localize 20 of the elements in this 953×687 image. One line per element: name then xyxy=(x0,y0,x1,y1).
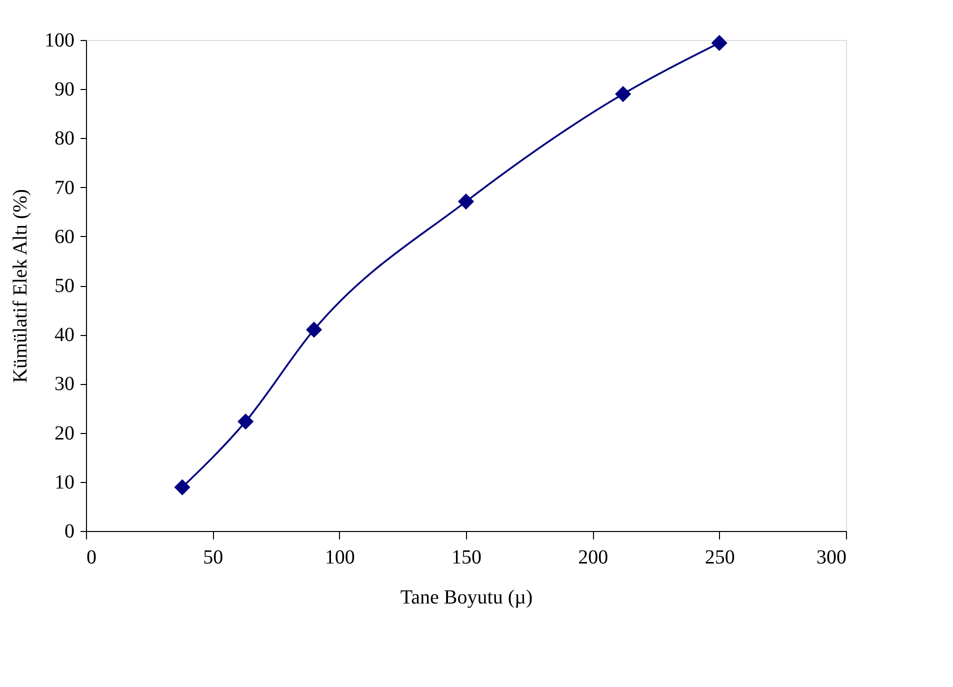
x-axis-title: Tane Boyutu (µ) xyxy=(400,586,533,608)
y-tick-label: 10 xyxy=(54,471,74,494)
y-tick-label: 80 xyxy=(54,128,74,150)
y-tick-label: 0 xyxy=(64,520,74,542)
y-axis-title: Kümülatif Elek Altı (%) xyxy=(10,189,32,383)
y-tick-label: 100 xyxy=(44,30,74,52)
y-tick-label: 50 xyxy=(54,275,74,297)
x-tick-label: 150 xyxy=(452,546,482,568)
x-tick-label: 200 xyxy=(578,546,608,568)
x-tick-label: 250 xyxy=(704,546,735,568)
x-tick-label: 50 xyxy=(203,546,224,568)
y-tick-label: 70 xyxy=(54,176,74,199)
y-tick-label: 40 xyxy=(54,324,74,346)
y-tick-label: 90 xyxy=(54,78,74,101)
y-tick-label: 30 xyxy=(54,373,74,396)
x-tick-label: 100 xyxy=(324,546,355,568)
x-tick-label: 300 xyxy=(816,546,846,568)
y-tick-label: 60 xyxy=(54,226,74,248)
y-tick-label: 20 xyxy=(54,422,74,444)
x-tick-label: 0 xyxy=(86,546,96,568)
